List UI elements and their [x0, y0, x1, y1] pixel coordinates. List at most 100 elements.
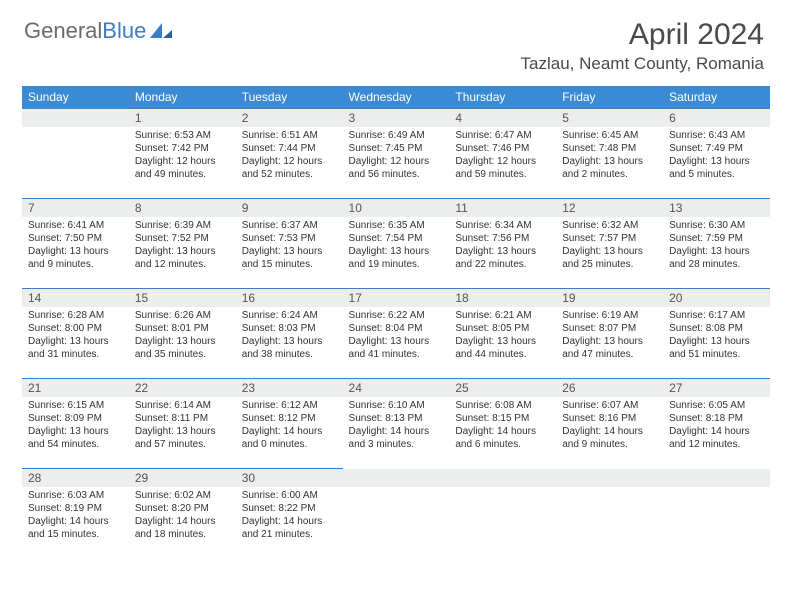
day-number-bar	[449, 469, 556, 487]
day-details: Sunrise: 6:22 AMSunset: 8:04 PMDaylight:…	[343, 307, 450, 365]
weekday-header: Thursday	[449, 86, 556, 109]
day-number-bar	[556, 469, 663, 487]
day-number-bar	[22, 109, 129, 127]
day-line: Sunrise: 6:08 AM	[455, 399, 550, 412]
day-line: Sunrise: 6:49 AM	[349, 129, 444, 142]
calendar-row: 1Sunrise: 6:53 AMSunset: 7:42 PMDaylight…	[22, 109, 770, 199]
calendar-cell: 28Sunrise: 6:03 AMSunset: 8:19 PMDayligh…	[22, 469, 129, 559]
day-line: Sunset: 7:42 PM	[135, 142, 230, 155]
calendar-cell: 2Sunrise: 6:51 AMSunset: 7:44 PMDaylight…	[236, 109, 343, 199]
day-number: 29	[129, 469, 236, 487]
calendar-cell: 1Sunrise: 6:53 AMSunset: 7:42 PMDaylight…	[129, 109, 236, 199]
day-line: and 57 minutes.	[135, 438, 230, 451]
calendar-cell: 22Sunrise: 6:14 AMSunset: 8:11 PMDayligh…	[129, 379, 236, 469]
day-line: and 19 minutes.	[349, 258, 444, 271]
day-line: Sunset: 8:09 PM	[28, 412, 123, 425]
day-details: Sunrise: 6:12 AMSunset: 8:12 PMDaylight:…	[236, 397, 343, 455]
day-line: Sunset: 8:18 PM	[669, 412, 764, 425]
day-line: Sunrise: 6:02 AM	[135, 489, 230, 502]
day-line: Sunrise: 6:45 AM	[562, 129, 657, 142]
day-line: and 18 minutes.	[135, 528, 230, 541]
day-line: Sunrise: 6:22 AM	[349, 309, 444, 322]
day-line: Sunset: 8:12 PM	[242, 412, 337, 425]
day-line: and 51 minutes.	[669, 348, 764, 361]
day-number: 17	[343, 289, 450, 307]
day-details: Sunrise: 6:24 AMSunset: 8:03 PMDaylight:…	[236, 307, 343, 365]
day-line: and 38 minutes.	[242, 348, 337, 361]
calendar-cell	[449, 469, 556, 559]
calendar-cell: 16Sunrise: 6:24 AMSunset: 8:03 PMDayligh…	[236, 289, 343, 379]
day-number: 5	[556, 109, 663, 127]
calendar-cell: 4Sunrise: 6:47 AMSunset: 7:46 PMDaylight…	[449, 109, 556, 199]
day-line: Sunset: 8:07 PM	[562, 322, 657, 335]
day-line: Daylight: 14 hours	[349, 425, 444, 438]
day-line: Daylight: 13 hours	[562, 155, 657, 168]
day-line: Daylight: 14 hours	[669, 425, 764, 438]
day-number: 25	[449, 379, 556, 397]
day-line: Sunset: 7:57 PM	[562, 232, 657, 245]
day-line: Sunrise: 6:34 AM	[455, 219, 550, 232]
day-line: Sunrise: 6:15 AM	[28, 399, 123, 412]
day-line: Sunrise: 6:19 AM	[562, 309, 657, 322]
day-line: Daylight: 12 hours	[135, 155, 230, 168]
calendar-cell: 19Sunrise: 6:19 AMSunset: 8:07 PMDayligh…	[556, 289, 663, 379]
day-line: and 25 minutes.	[562, 258, 657, 271]
day-details: Sunrise: 6:53 AMSunset: 7:42 PMDaylight:…	[129, 127, 236, 185]
calendar-cell: 26Sunrise: 6:07 AMSunset: 8:16 PMDayligh…	[556, 379, 663, 469]
calendar-cell	[556, 469, 663, 559]
day-number: 2	[236, 109, 343, 127]
day-line: Sunrise: 6:51 AM	[242, 129, 337, 142]
calendar-cell: 25Sunrise: 6:08 AMSunset: 8:15 PMDayligh…	[449, 379, 556, 469]
day-details: Sunrise: 6:08 AMSunset: 8:15 PMDaylight:…	[449, 397, 556, 455]
day-line: Sunset: 8:19 PM	[28, 502, 123, 515]
day-details: Sunrise: 6:49 AMSunset: 7:45 PMDaylight:…	[343, 127, 450, 185]
day-line: Sunset: 7:59 PM	[669, 232, 764, 245]
day-number: 12	[556, 199, 663, 217]
day-line: and 12 minutes.	[135, 258, 230, 271]
day-number: 15	[129, 289, 236, 307]
day-number: 19	[556, 289, 663, 307]
calendar-cell: 12Sunrise: 6:32 AMSunset: 7:57 PMDayligh…	[556, 199, 663, 289]
calendar-cell: 29Sunrise: 6:02 AMSunset: 8:20 PMDayligh…	[129, 469, 236, 559]
logo-part1: General	[24, 18, 102, 43]
calendar-row: 14Sunrise: 6:28 AMSunset: 8:00 PMDayligh…	[22, 289, 770, 379]
day-details: Sunrise: 6:32 AMSunset: 7:57 PMDaylight:…	[556, 217, 663, 275]
day-line: and 54 minutes.	[28, 438, 123, 451]
title-block: April 2024 Tazlau, Neamt County, Romania	[521, 18, 764, 74]
day-details: Sunrise: 6:45 AMSunset: 7:48 PMDaylight:…	[556, 127, 663, 185]
day-number: 9	[236, 199, 343, 217]
day-number: 10	[343, 199, 450, 217]
day-details: Sunrise: 6:51 AMSunset: 7:44 PMDaylight:…	[236, 127, 343, 185]
day-details: Sunrise: 6:41 AMSunset: 7:50 PMDaylight:…	[22, 217, 129, 275]
day-line: and 41 minutes.	[349, 348, 444, 361]
day-line: Sunset: 8:05 PM	[455, 322, 550, 335]
day-line: Sunset: 8:04 PM	[349, 322, 444, 335]
calendar-cell	[22, 109, 129, 199]
day-line: Sunrise: 6:05 AM	[669, 399, 764, 412]
calendar-cell: 24Sunrise: 6:10 AMSunset: 8:13 PMDayligh…	[343, 379, 450, 469]
day-details: Sunrise: 6:05 AMSunset: 8:18 PMDaylight:…	[663, 397, 770, 455]
day-number: 1	[129, 109, 236, 127]
day-line: Sunset: 8:13 PM	[349, 412, 444, 425]
day-line: Sunrise: 6:37 AM	[242, 219, 337, 232]
day-details: Sunrise: 6:30 AMSunset: 7:59 PMDaylight:…	[663, 217, 770, 275]
day-line: and 6 minutes.	[455, 438, 550, 451]
day-details: Sunrise: 6:03 AMSunset: 8:19 PMDaylight:…	[22, 487, 129, 545]
day-line: Sunrise: 6:12 AM	[242, 399, 337, 412]
day-details: Sunrise: 6:07 AMSunset: 8:16 PMDaylight:…	[556, 397, 663, 455]
day-line: Sunrise: 6:39 AM	[135, 219, 230, 232]
day-line: Sunrise: 6:14 AM	[135, 399, 230, 412]
calendar-cell: 6Sunrise: 6:43 AMSunset: 7:49 PMDaylight…	[663, 109, 770, 199]
header: GeneralBlue April 2024 Tazlau, Neamt Cou…	[0, 0, 792, 82]
day-line: Sunrise: 6:53 AM	[135, 129, 230, 142]
calendar-cell: 11Sunrise: 6:34 AMSunset: 7:56 PMDayligh…	[449, 199, 556, 289]
calendar-row: 21Sunrise: 6:15 AMSunset: 8:09 PMDayligh…	[22, 379, 770, 469]
day-line: Sunset: 8:16 PM	[562, 412, 657, 425]
day-number: 4	[449, 109, 556, 127]
day-details: Sunrise: 6:17 AMSunset: 8:08 PMDaylight:…	[663, 307, 770, 365]
day-line: Sunset: 7:45 PM	[349, 142, 444, 155]
calendar-cell: 17Sunrise: 6:22 AMSunset: 8:04 PMDayligh…	[343, 289, 450, 379]
day-line: Sunrise: 6:28 AM	[28, 309, 123, 322]
day-line: Sunset: 7:56 PM	[455, 232, 550, 245]
weekday-header: Monday	[129, 86, 236, 109]
